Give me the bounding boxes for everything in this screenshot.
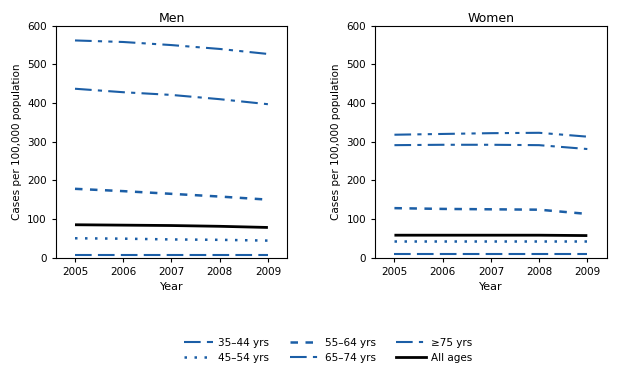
Title: Men: Men bbox=[158, 12, 184, 25]
Legend: 35–44 yrs, 45–54 yrs, 55–64 yrs, 65–74 yrs, ≥75 yrs, All ages: 35–44 yrs, 45–54 yrs, 55–64 yrs, 65–74 y… bbox=[184, 337, 472, 363]
Y-axis label: Cases per 100,000 population: Cases per 100,000 population bbox=[12, 63, 22, 220]
Y-axis label: Cases per 100,000 population: Cases per 100,000 population bbox=[331, 63, 341, 220]
X-axis label: Year: Year bbox=[160, 282, 183, 292]
X-axis label: Year: Year bbox=[479, 282, 503, 292]
Title: Women: Women bbox=[467, 12, 514, 25]
